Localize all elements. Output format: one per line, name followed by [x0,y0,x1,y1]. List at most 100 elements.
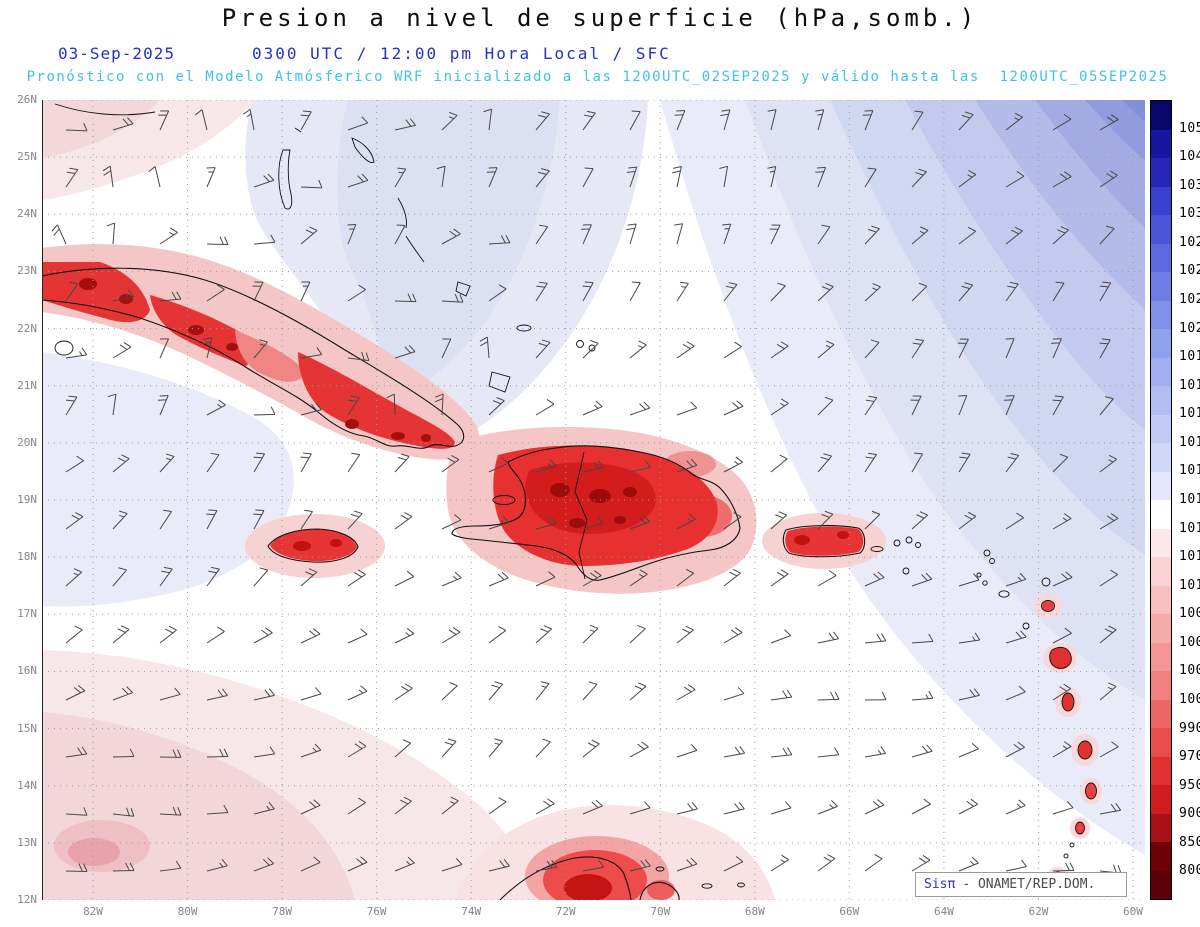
wind-barb [723,341,742,359]
wind-barb [911,168,927,188]
lat-label: 18N [17,550,37,564]
colorbar-cell [1151,528,1171,557]
wind-barb [488,625,507,644]
colorbar-cell [1151,386,1171,415]
wind-barb [629,401,651,416]
wind-barb [817,510,834,530]
wind-barb [441,682,458,701]
south-america-coastline [499,856,745,900]
wind-barb [300,179,323,189]
wind-barb [51,224,67,245]
wind-barb [206,167,216,188]
lon-label: 80W [177,905,198,918]
wind-barb [958,632,981,644]
wind-barb [674,223,684,245]
wind-barb [817,340,835,359]
wind-barb [676,857,698,872]
wind-barb [629,624,646,644]
wind-barb [347,224,357,245]
wind-barb [488,797,507,815]
wind-barb [911,798,931,815]
brand-label: Sisπ [924,877,956,892]
wind-barb [958,394,968,416]
wind-barb [770,854,789,872]
wind-barb [723,456,743,473]
wind-barb [206,804,229,815]
lon-label: 68W [744,905,765,918]
wind-barb [582,400,603,416]
wind-barb [488,516,510,530]
hispaniola-coastline [451,445,741,581]
colorbar-tick-label: 1012 [1179,549,1200,565]
wind-barb [206,452,220,473]
wind-barb [347,797,366,815]
colorbar-tick-label: 1014 [1179,492,1200,507]
colorbar-tick-label: 1022 [1179,292,1200,307]
wind-barb [817,800,838,815]
wind-barb [159,509,172,530]
time-label: 0300 UTC / 12:00 pm Hora Local / SFC [252,44,671,63]
wind-barb [767,109,777,131]
colorbar-cell [1151,813,1171,842]
wind-barb [441,228,461,245]
wind-barb [253,857,275,872]
colorbar-cell [1151,215,1171,244]
wind-barb [65,685,86,701]
wind-barb [112,567,127,587]
wind-barb [817,854,836,872]
colorbar-cell [1151,614,1171,643]
wind-barb [817,283,834,302]
wind-barb [1005,281,1019,302]
wind-barb [159,566,173,587]
wind-barb [676,802,698,815]
wind-barb [441,857,463,872]
wind-barb [815,166,827,188]
virgin-islands [870,536,921,575]
wind-barb [535,281,548,302]
colorbar-cell [1151,728,1171,757]
wind-barb [488,284,507,302]
wind-barb [488,681,504,701]
wind-barb [629,110,641,131]
wind-barb [535,399,555,416]
wind-barb [253,234,276,245]
wind-barb [581,224,592,245]
wind-barb [770,801,792,815]
wind-barb [582,859,605,872]
wind-barb [911,690,934,701]
wind-barb [347,741,367,758]
wind-barb [723,801,745,815]
wind-barb [394,796,412,815]
wind-barb [202,337,213,359]
wind-barb [347,395,360,416]
jamaica-coastline [267,528,359,563]
wind-barb [1052,395,1064,416]
lon-label: 66W [839,905,860,918]
wind-barb [1005,453,1020,473]
wind-barb [1099,513,1119,530]
wind-barb [394,856,415,872]
wind-barb [1052,453,1069,473]
wind-barb [112,454,130,473]
colorbar-tick-label: 1028 [1179,234,1200,250]
colorbar-cell [1151,101,1171,130]
wind-barb [206,626,225,644]
wind-barb [535,224,549,245]
wind-barb [626,166,638,188]
wind-barb [159,749,182,758]
wind-barb [300,568,318,587]
wind-barb [1099,114,1119,131]
wind-barb [206,748,229,758]
wind-barb [770,282,786,302]
wind-barb [347,510,363,530]
wind-barb [65,347,88,359]
wind-barb [535,516,557,530]
wind-barb [1005,171,1025,188]
wind-barb [958,856,979,872]
colorbar-cell [1151,557,1171,586]
wind-barb [911,110,924,131]
colorbar-tick-label: 1030 [1179,206,1200,222]
wind-barb [535,168,550,188]
colorbar-cell [1151,329,1171,358]
lon-label: 64W [933,905,954,918]
